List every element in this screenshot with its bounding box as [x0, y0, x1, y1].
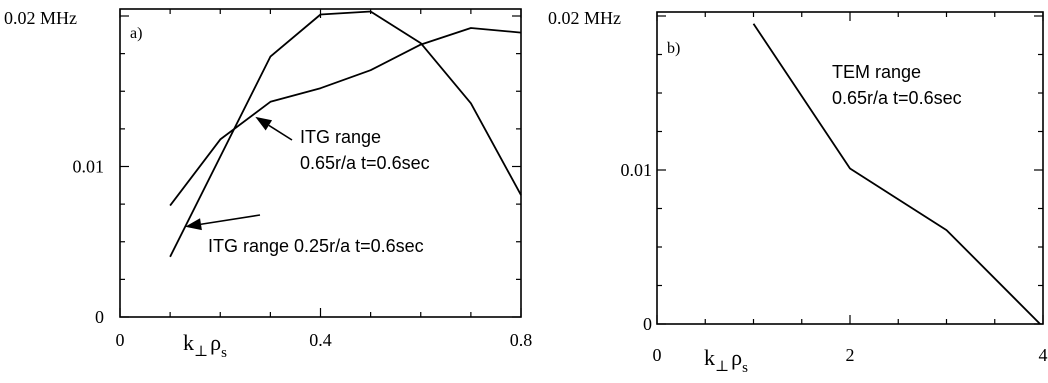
panel-b-y-tick-label: 0: [643, 314, 652, 334]
panel-a-xlabel: k⊥ρs: [183, 330, 227, 361]
panel-a-x-tick-label: 0.8: [510, 330, 533, 350]
panel-b-annotation-line2: 0.65r/a t=0.6sec: [832, 88, 962, 108]
panel-b-curves: [752, 23, 1041, 325]
panel-a-curves: [169, 10, 522, 258]
panel-a-annotation-25: ITG range 0.25r/a t=0.6sec: [208, 236, 424, 256]
arrow-itg-65-line: [268, 124, 293, 141]
panel-a-series-line-0: [169, 10, 522, 258]
panel-b-x-tick-label: 4: [1039, 345, 1048, 365]
panel-a-arrows: [185, 116, 293, 231]
arrow-itg-65-head: [255, 116, 273, 131]
panel-a-x-tick-label: 0: [116, 330, 125, 350]
panel-b-x-tick-label: 0: [653, 345, 662, 365]
panel-b-y-ticks: 00.01: [621, 15, 1043, 334]
panel-b-xlabel: k⊥ρs: [704, 345, 748, 376]
arrow-itg-25-head: [185, 218, 202, 231]
panel-a-y-tick-label: 0.01: [73, 157, 105, 177]
arrow-itg-25-line: [200, 214, 261, 226]
panel-a-x-ticks: 0 0.4 0.8: [116, 9, 533, 350]
panel-a-y-tick-label: 0: [95, 307, 104, 327]
panel-a-y-top-label: 0.02 MHz: [4, 8, 77, 28]
panel-b-y-top-label: 0.02 MHz: [548, 8, 621, 28]
panel-a-annotation-65-line2: 0.65r/a t=0.6sec: [300, 153, 430, 173]
panel-b-x-tick-label: 2: [846, 345, 855, 365]
panel-a-label: a): [130, 25, 142, 42]
panel-b-annotation-line1: TEM range: [832, 62, 921, 82]
panel-b-y-tick-label: 0.01: [621, 160, 653, 180]
panel-b-x-ticks: 0 2 4: [653, 12, 1048, 365]
panel-a-y-ticks: 00.01: [73, 15, 521, 327]
panel-a: 0.02 MHz a) 00.01 0 0.4 0.8 ITG range 0.65…: [4, 8, 532, 361]
panel-a-annotation-65-line1: ITG range: [300, 127, 381, 147]
panel-a-x-tick-label: 0.4: [309, 330, 332, 350]
panel-b-series-line-0: [752, 23, 1041, 325]
panel-a-series-line-1: [169, 27, 522, 207]
panel-b-label: b): [667, 40, 680, 57]
